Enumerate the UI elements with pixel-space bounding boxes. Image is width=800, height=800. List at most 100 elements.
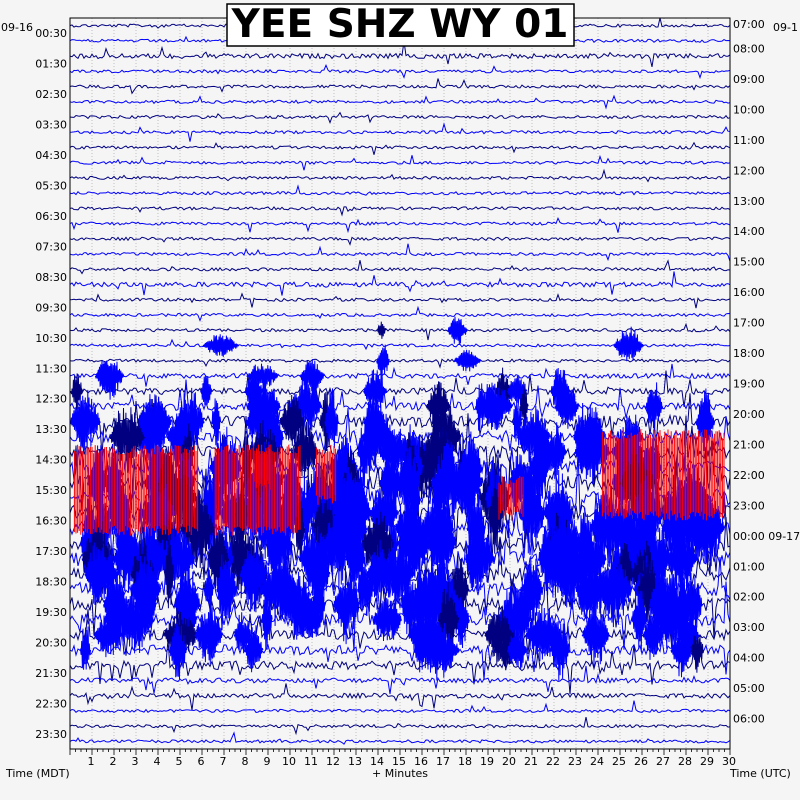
signal-burst xyxy=(512,399,523,446)
left-time-label: 09:30 xyxy=(35,301,67,314)
x-tick-label: 20 xyxy=(502,755,516,768)
right-time-label: 12:00 xyxy=(733,164,765,177)
x-tick-label: 10 xyxy=(282,755,296,768)
right-time-label: 15:00 xyxy=(733,256,765,269)
signal-burst xyxy=(244,625,264,673)
signal-burst xyxy=(278,511,293,569)
x-tick-label: 1 xyxy=(88,755,95,768)
signal-burst xyxy=(216,560,238,621)
signal-burst xyxy=(519,383,529,427)
seismic-trace xyxy=(69,41,731,68)
signal-burst xyxy=(425,381,452,429)
x-tick-label: 17 xyxy=(436,755,450,768)
signal-burst xyxy=(681,572,703,642)
left-time-label: 02:30 xyxy=(35,88,67,101)
x-tick-label: 13 xyxy=(348,755,362,768)
signal-burst xyxy=(93,612,123,658)
right-axis-title: Time (UTC) xyxy=(729,767,791,780)
signal-burst xyxy=(194,605,224,664)
left-time-label: 07:30 xyxy=(35,240,67,253)
x-tick-label: 26 xyxy=(634,755,648,768)
left-time-label: 17:30 xyxy=(35,545,67,558)
x-tick-label: 14 xyxy=(370,755,384,768)
x-tick-label: 12 xyxy=(326,755,340,768)
signal-burst xyxy=(528,438,550,502)
signal-burst xyxy=(488,469,503,554)
right-time-label: 19:00 xyxy=(733,378,765,391)
seismic-trace xyxy=(69,379,731,428)
signal-burst xyxy=(180,423,195,473)
seismic-trace xyxy=(69,206,731,217)
seismic-trace xyxy=(69,259,731,275)
seismic-trace xyxy=(69,217,731,234)
seismic-trace xyxy=(69,141,731,155)
signal-burst xyxy=(381,540,415,610)
signal-burst xyxy=(244,372,264,408)
x-tick-label: 22 xyxy=(546,755,560,768)
signal-burst xyxy=(372,593,403,642)
signal-burst xyxy=(570,521,607,593)
seismic-trace xyxy=(69,236,731,246)
left-time-label: 06:30 xyxy=(35,210,67,223)
right-time-label: 05:00 xyxy=(733,682,765,695)
signal-burst xyxy=(310,582,326,636)
x-tick-labels: 1 2 3 4 5 6 7 8 9 10 11 12 13 14 15 16 17 18 19 20 21 22 23 24 2… xyxy=(88,755,737,768)
left-time-labels: 00:30 01:30 02:30 03:30 04:30 05:30 06:30 07:30… xyxy=(35,27,67,741)
seismic-trace xyxy=(69,683,731,711)
right-time-label: 03:00 xyxy=(733,621,765,634)
seismic-trace xyxy=(69,94,731,110)
signal-burst xyxy=(631,590,648,652)
seismic-trace xyxy=(69,111,731,125)
x-tick-label: 11 xyxy=(304,755,318,768)
signal-burst xyxy=(690,495,726,569)
signal-burst xyxy=(299,358,325,395)
left-time-label: 05:30 xyxy=(35,180,67,193)
signal-bursts xyxy=(69,316,726,681)
signal-burst xyxy=(103,572,127,638)
signal-burst xyxy=(307,540,331,606)
signal-burst xyxy=(168,622,188,680)
signal-burst xyxy=(324,388,340,449)
seismic-trace xyxy=(69,322,731,341)
signal-burst xyxy=(211,398,222,447)
signal-burst xyxy=(360,511,395,580)
signal-burst xyxy=(425,623,460,678)
x-tick-label: 15 xyxy=(392,755,406,768)
right-time-label: 13:00 xyxy=(733,195,765,208)
left-time-label: 08:30 xyxy=(35,271,67,284)
right-time-label: 23:00 xyxy=(733,499,765,512)
seismic-trace xyxy=(69,64,731,80)
signal-burst xyxy=(426,506,457,582)
signal-burst xyxy=(357,416,375,489)
x-tick-label: 7 xyxy=(220,755,227,768)
x-tick-label: 23 xyxy=(568,755,582,768)
signal-burst xyxy=(164,539,175,609)
clipped-signal xyxy=(315,444,337,505)
signal-burst xyxy=(135,409,163,462)
signal-burst xyxy=(332,565,361,645)
x-tick-label: 16 xyxy=(414,755,428,768)
plot-grid xyxy=(69,18,731,755)
left-time-label: 03:30 xyxy=(35,119,67,132)
signal-burst xyxy=(202,334,240,357)
signal-burst xyxy=(447,316,468,345)
left-time-label: 19:30 xyxy=(35,606,67,619)
seismic-trace xyxy=(69,168,731,183)
signal-burst xyxy=(70,373,84,411)
right-time-label: 16:00 xyxy=(733,286,765,299)
signal-burst xyxy=(642,614,664,660)
right-time-label: 22:00 xyxy=(733,469,765,482)
x-tick-label: 21 xyxy=(524,755,538,768)
signal-burst xyxy=(484,606,515,664)
clipped-signal xyxy=(601,429,725,521)
x-tick-label: 27 xyxy=(656,755,670,768)
right-time-label: 00:00 09-17 xyxy=(733,530,800,543)
right-time-label: 21:00 xyxy=(733,438,765,451)
seismic-trace xyxy=(69,292,731,309)
left-time-label: 22:30 xyxy=(35,697,67,710)
signal-burst xyxy=(289,375,323,437)
right-time-label: 08:00 xyxy=(733,42,765,55)
seismic-trace xyxy=(69,271,731,296)
clipped-signal xyxy=(254,444,272,490)
